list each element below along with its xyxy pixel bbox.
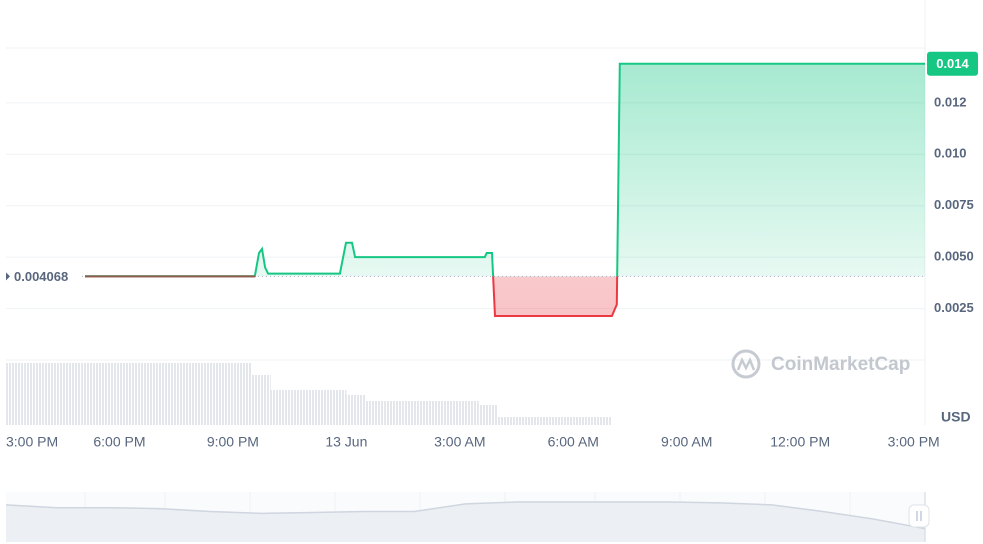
volume-bar [138, 363, 158, 425]
baseline-label: 0.004068 [14, 269, 68, 284]
area-up [85, 63, 925, 277]
x-tick-label: 12:00 PM [770, 434, 830, 450]
volume-bar [81, 363, 101, 425]
volume-bar [384, 401, 404, 425]
navigator-line [5, 501, 926, 530]
y-tick-label: 0.0075 [934, 197, 974, 212]
volume-bar [157, 363, 177, 425]
watermark-logo [731, 349, 761, 379]
volume-bar [497, 417, 517, 425]
y-tick-label: 0.0025 [934, 300, 974, 315]
x-tick-label: 6:00 AM [548, 434, 599, 450]
volume-bar [6, 363, 25, 425]
volume-bar [62, 363, 82, 425]
volume-bar [308, 390, 328, 425]
x-tick-label: 13 Jun [325, 434, 367, 450]
price-line-up [85, 62, 925, 277]
baseline-marker [6, 272, 10, 281]
x-tick-label: 6:00 PM [93, 434, 145, 450]
watermark: CoinMarketCap [731, 349, 910, 379]
x-tick-label: 9:00 PM [207, 434, 259, 450]
navigator-area [6, 502, 925, 542]
volume-bar [195, 363, 215, 425]
baseline-label-bg [10, 267, 82, 286]
volume-bar [478, 405, 498, 425]
volume-bar [251, 375, 271, 425]
volume-bar [554, 417, 574, 425]
volume-bar [232, 363, 252, 425]
volume-bar [365, 401, 385, 425]
volume-bar [100, 363, 120, 425]
volume-bar [270, 390, 290, 425]
volume-bar [440, 401, 460, 425]
area-down [493, 276, 618, 316]
x-tick-label: 3:00 AM [434, 434, 485, 450]
x-tick-label: 3:00 PM [6, 434, 58, 450]
volume-bar [119, 363, 139, 425]
x-tick-label: 9:00 AM [661, 434, 712, 450]
volume-bar [176, 363, 196, 425]
watermark-logo [736, 356, 756, 371]
navigator [5, 492, 930, 542]
last-price-badge [927, 51, 978, 76]
y-unit: USD [941, 409, 971, 425]
volume-bar [403, 401, 423, 425]
volume-bar [535, 417, 555, 425]
volume-bar [573, 417, 593, 425]
volume [6, 363, 612, 425]
last-price-label: 0.014 [936, 56, 969, 71]
plot: 0.004068 [6, 62, 925, 317]
price-line-down [85, 276, 619, 317]
volume-bar [516, 417, 536, 425]
navigator-handle[interactable] [908, 504, 930, 528]
volume-bar [592, 417, 612, 425]
volume-bar [214, 363, 233, 425]
volume-bar [327, 390, 347, 425]
y-tick-label: 0.0050 [934, 249, 974, 264]
watermark-text: CoinMarketCap [771, 354, 910, 375]
volume-bar [43, 363, 63, 425]
x-tick-label: 3:00 PM [888, 434, 940, 450]
volume-bar [24, 363, 44, 425]
y-tick-label: 0.012 [934, 94, 967, 109]
volume-bar [346, 395, 366, 425]
volume-bar [459, 401, 479, 425]
volume-bar [422, 401, 441, 425]
y-tick-label: 0.010 [934, 146, 967, 161]
volume-bar [289, 390, 309, 425]
